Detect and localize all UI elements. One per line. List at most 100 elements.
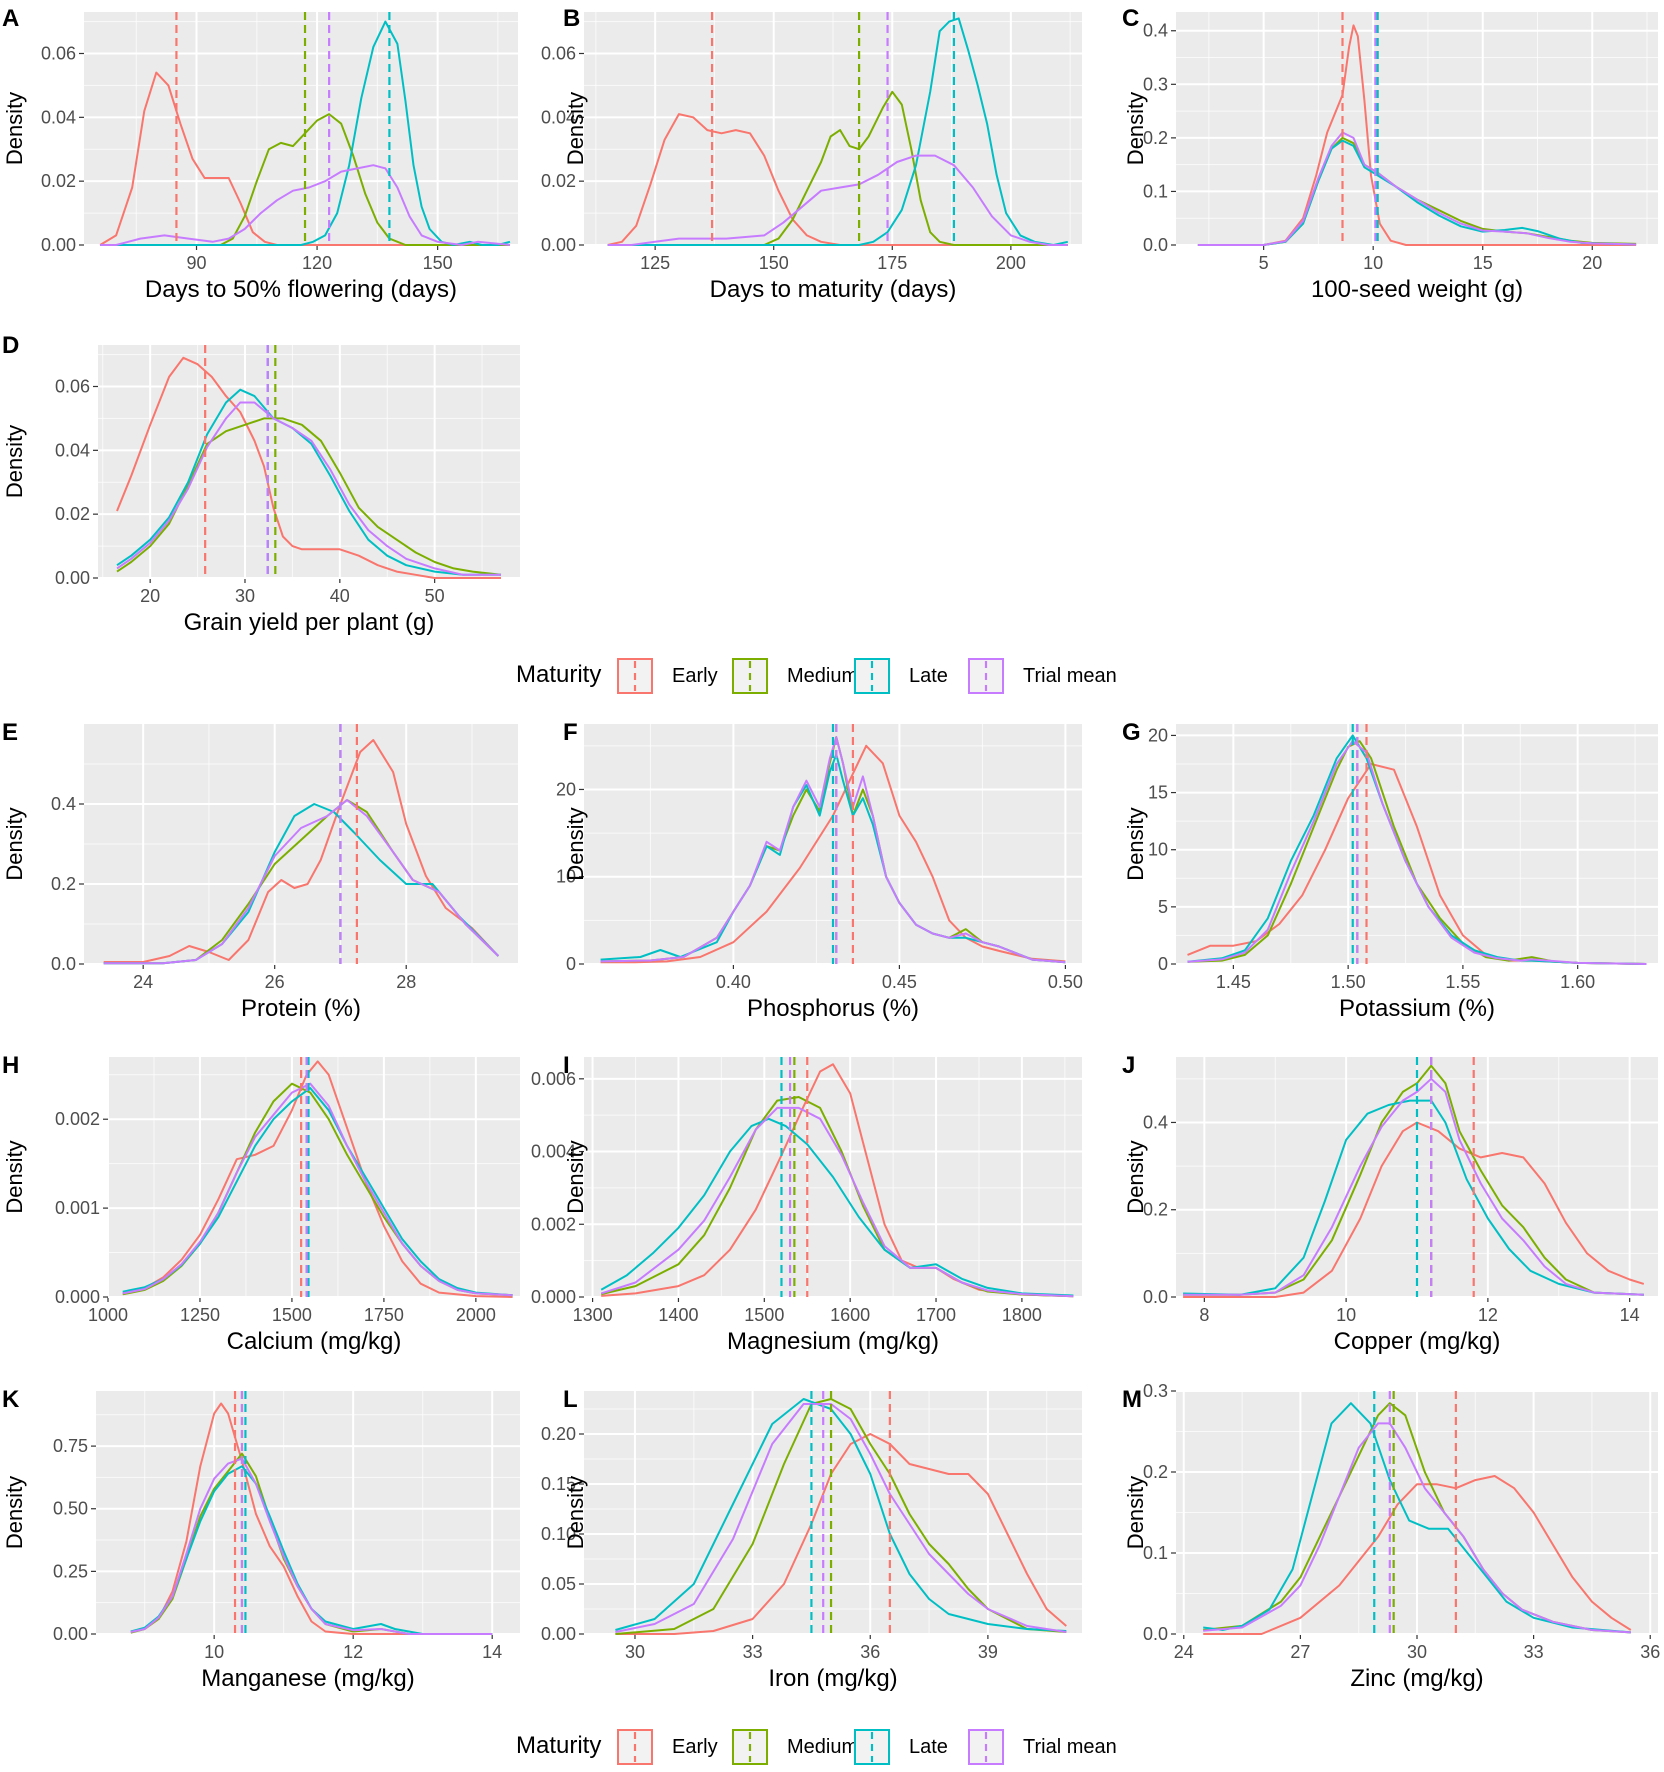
y-axis-title: Density bbox=[563, 92, 588, 165]
density-curve-trial-mean bbox=[607, 154, 1068, 246]
x-tick-label: 90 bbox=[187, 253, 207, 273]
x-tick-label: 33 bbox=[743, 1642, 763, 1662]
density-curve-early bbox=[1197, 24, 1637, 246]
x-tick-label: 1250 bbox=[180, 1305, 220, 1325]
density-curve-early bbox=[607, 113, 1068, 246]
panel-letter: A bbox=[2, 5, 19, 32]
y-axis-title: Density bbox=[563, 807, 588, 880]
y-tick-label: 0.15 bbox=[541, 1474, 576, 1494]
x-tick-label: 125 bbox=[640, 253, 670, 273]
y-tick-label: 0.0 bbox=[1143, 235, 1168, 255]
x-tick-label: 30 bbox=[235, 586, 255, 606]
legend-1: Maturity Early Medium Late Trial mean bbox=[516, 658, 1117, 694]
y-tick-label: 20 bbox=[1148, 725, 1168, 745]
y-tick-label: 0.002 bbox=[531, 1214, 576, 1234]
y-axis-title: Density bbox=[2, 1140, 27, 1213]
y-tick-label: 0.04 bbox=[541, 107, 576, 127]
density-curve-trial-mean bbox=[103, 799, 499, 965]
legend-2: Maturity Early Medium Late Trial mean bbox=[516, 1729, 1117, 1765]
y-tick-label: 10 bbox=[556, 867, 576, 887]
y-tick-label: 0.25 bbox=[53, 1561, 88, 1581]
y-tick-label: 0.3 bbox=[1143, 74, 1168, 94]
y-tick-label: 0 bbox=[1158, 954, 1168, 974]
x-tick-label: 120 bbox=[302, 253, 332, 273]
density-curve-early bbox=[116, 356, 501, 579]
legend-item-trial-mean: Trial mean bbox=[968, 1729, 1117, 1765]
density-curve-trial-mean bbox=[1203, 1422, 1631, 1634]
x-tick-label: 39 bbox=[978, 1642, 998, 1662]
panel-letter: I bbox=[563, 1052, 570, 1079]
legend-item-early: Early bbox=[617, 1729, 718, 1765]
y-tick-label: 0 bbox=[566, 954, 576, 974]
x-tick-label: 40 bbox=[330, 586, 350, 606]
x-axis-title: Grain yield per plant (g) bbox=[184, 609, 435, 636]
y-tick-label: 0.0 bbox=[1143, 1624, 1168, 1644]
panel-background bbox=[1176, 724, 1658, 964]
y-tick-label: 0.001 bbox=[55, 1198, 100, 1218]
panel-letter: K bbox=[2, 1386, 20, 1413]
x-tick-label: 26 bbox=[265, 972, 285, 992]
y-axis-title: Density bbox=[2, 425, 27, 498]
y-tick-label: 0.006 bbox=[531, 1069, 576, 1089]
y-tick-label: 0.2 bbox=[1143, 128, 1168, 148]
density-curve-late bbox=[615, 1398, 1067, 1632]
x-tick-label: 36 bbox=[1640, 1642, 1660, 1662]
legend-label-trial-mean: Trial mean bbox=[1023, 665, 1117, 687]
legend-label-early: Early bbox=[672, 1736, 718, 1758]
panel-background bbox=[96, 1391, 520, 1634]
legend-label-medium: Medium bbox=[787, 665, 858, 687]
density-curve-medium bbox=[1183, 1064, 1644, 1296]
y-tick-label: 0.00 bbox=[541, 235, 576, 255]
panel-h: 1000 1250 1500 1750 2000 0.000 0.001 0.002 H Calc… bbox=[2, 1052, 520, 1355]
y-tick-label: 0.02 bbox=[55, 504, 90, 524]
density-curve-early bbox=[99, 71, 510, 246]
density-curve-trial-mean bbox=[1197, 131, 1637, 246]
panel-a: 90 120 150 0.00 0.02 0.04 0.06 A Days to 50% flo… bbox=[2, 5, 518, 303]
x-tick-label: 12 bbox=[343, 1642, 363, 1662]
panel-letter: F bbox=[563, 719, 578, 746]
panel-e: 24 26 28 0.0 0.2 0.4 E Protein (%) Density bbox=[2, 719, 518, 1022]
x-axis-title: Calcium (mg/kg) bbox=[227, 1328, 402, 1355]
y-axis-title: Density bbox=[1123, 807, 1148, 880]
x-tick-label: 150 bbox=[759, 253, 789, 273]
legend-label-medium: Medium bbox=[787, 1736, 858, 1758]
density-curve-medium bbox=[615, 1398, 1067, 1635]
x-tick-label: 1750 bbox=[364, 1305, 404, 1325]
y-axis-title: Density bbox=[2, 1476, 27, 1549]
panel-b: 125 150 175 200 0.00 0.02 0.04 0.06 B Days to mat… bbox=[541, 5, 1082, 303]
y-tick-label: 0.10 bbox=[541, 1524, 576, 1544]
y-tick-label: 0.002 bbox=[55, 1109, 100, 1129]
legend-item-trial-mean: Trial mean bbox=[968, 658, 1117, 694]
panel-letter: J bbox=[1122, 1052, 1135, 1079]
density-curve-trial-mean bbox=[1187, 740, 1647, 965]
density-curve-medium bbox=[607, 90, 1068, 246]
y-tick-label: 0.004 bbox=[531, 1142, 576, 1162]
density-curve-medium bbox=[1187, 740, 1647, 965]
y-tick-label: 0.04 bbox=[55, 440, 90, 460]
x-tick-label: 20 bbox=[1582, 253, 1602, 273]
y-tick-label: 0.00 bbox=[41, 235, 76, 255]
x-tick-label: 1300 bbox=[573, 1305, 613, 1325]
x-tick-label: 10 bbox=[1336, 1305, 1356, 1325]
density-curve-early bbox=[1203, 1475, 1632, 1635]
x-tick-label: 1500 bbox=[272, 1305, 312, 1325]
y-tick-label: 0.2 bbox=[51, 874, 76, 894]
x-axis-title: Iron (mg/kg) bbox=[768, 1665, 897, 1692]
panel-l: 30 33 36 39 0.00 0.05 0.10 0.15 0.20 L Iron (mg/kg… bbox=[541, 1386, 1082, 1692]
y-tick-label: 0.05 bbox=[541, 1574, 576, 1594]
y-tick-label: 0.0 bbox=[51, 954, 76, 974]
y-tick-label: 0.20 bbox=[541, 1424, 576, 1444]
legend-item-late: Late bbox=[854, 658, 948, 694]
density-curve-late bbox=[100, 20, 511, 246]
density-curve-trial-mean bbox=[1183, 1077, 1644, 1296]
y-axis-title: Density bbox=[1123, 92, 1148, 165]
x-axis-title: Manganese (mg/kg) bbox=[201, 1665, 414, 1692]
y-tick-label: 0.00 bbox=[541, 1624, 576, 1644]
legend-label-trial-mean: Trial mean bbox=[1023, 1736, 1117, 1758]
x-tick-label: 1.60 bbox=[1560, 972, 1595, 992]
x-tick-label: 24 bbox=[1174, 1642, 1194, 1662]
y-tick-label: 0.4 bbox=[1143, 21, 1168, 41]
y-tick-label: 20 bbox=[556, 779, 576, 799]
x-tick-label: 8 bbox=[1199, 1305, 1209, 1325]
y-tick-label: 0.06 bbox=[541, 43, 576, 63]
